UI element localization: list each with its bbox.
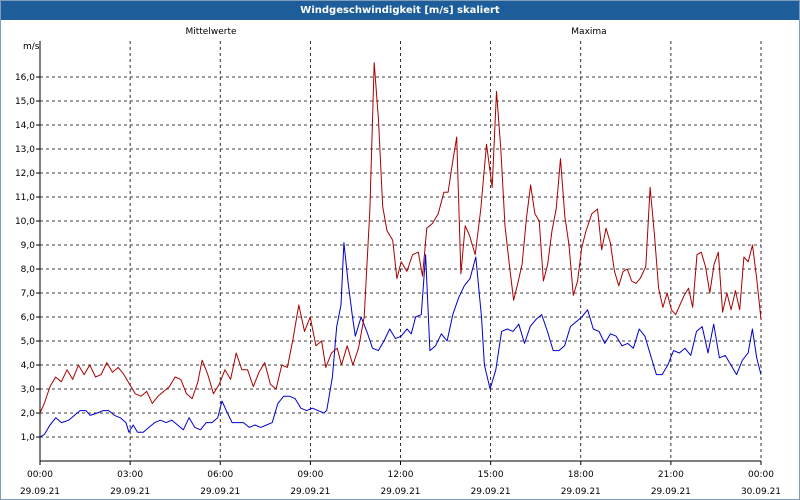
x-tick-date: 30.09.21 [741,487,781,497]
x-tick-date: 29.09.21 [20,487,60,497]
x-tick-date: 29.09.21 [380,487,420,497]
x-tick-time: 18:00 [568,470,594,480]
legend-maxima: Maxima [571,27,606,37]
x-tick-time: 06:00 [207,470,233,480]
x-tick-date: 29.09.21 [200,487,240,497]
y-tick-label: 13,0 [15,145,35,155]
x-tick-time: 09:00 [297,470,323,480]
series-lines [39,62,762,438]
x-tick-date: 29.09.21 [561,487,601,497]
chart-title: Windgeschwindigkeit [m/s] skaliert [1,1,799,20]
y-tick-label: 12,0 [15,169,35,179]
y-tick-label: 4,0 [21,361,36,371]
y-tick-label: 6,0 [21,313,36,323]
y-tick-label: 2,0 [21,409,36,419]
series-line-mittelwerte [39,242,762,438]
x-tick-time: 15:00 [478,470,504,480]
y-tick-label: 10,0 [15,217,35,227]
y-tick-label: 16,0 [15,73,35,83]
series-line-maxima [39,62,762,414]
y-tick-label: 3,0 [21,385,36,395]
y-tick-label: 8,0 [21,265,36,275]
y-tick-label: 11,0 [15,193,35,203]
y-axis-unit: m/s [23,42,40,52]
y-tick-label: 14,0 [15,121,35,131]
y-tick-label: 5,0 [21,337,36,347]
y-axis: 1,0 2,0 3,0 4,0 5,0 6,0 7,0 8,0 9,0 10,0 11,0 12,0 1… [15,73,40,443]
x-tick-time: 03:00 [117,470,143,480]
x-tick-time: 00:00 [27,470,53,480]
x-tick-date: 29.09.21 [651,487,691,497]
x-tick-date: 29.09.21 [290,487,330,497]
x-tick-time: 12:00 [388,470,414,480]
y-tick-label: 1,0 [21,433,36,443]
x-axis: 00:00 29.09.21 03:00 29.09.21 06:00 29.09.21 0… [20,461,781,497]
y-tick-label: 9,0 [21,241,36,251]
y-tick-label: 15,0 [15,97,35,107]
x-tick-date: 29.09.21 [110,487,150,497]
legend-mittelwerte: Mittelwerte [185,27,236,37]
x-tick-time: 00:00 [748,470,774,480]
x-tick-date: 29.09.21 [471,487,511,497]
y-tick-label: 7,0 [21,289,36,299]
x-tick-time: 21:00 [658,470,684,480]
grid [39,41,762,462]
